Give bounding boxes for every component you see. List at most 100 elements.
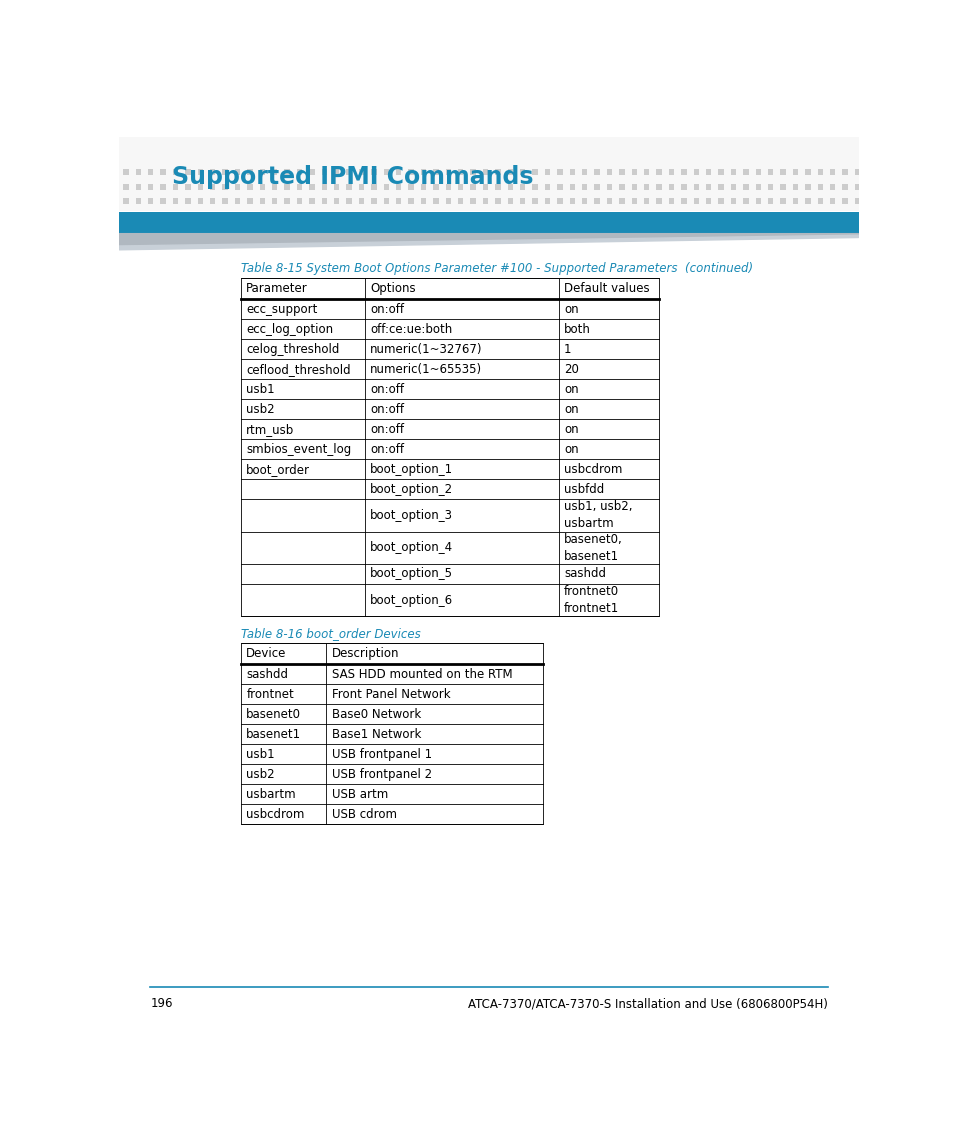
Text: boot_option_5: boot_option_5: [370, 568, 453, 581]
Bar: [557, 169, 562, 175]
Bar: [371, 183, 376, 190]
Text: smbios_event_log: smbios_event_log: [246, 443, 352, 456]
Text: USB frontpanel 1: USB frontpanel 1: [332, 748, 432, 760]
Bar: [408, 183, 414, 190]
Text: basenet1: basenet1: [246, 728, 301, 741]
Bar: [581, 169, 587, 175]
Bar: [532, 183, 537, 190]
Bar: [841, 183, 847, 190]
Bar: [241, 339, 659, 360]
Bar: [792, 198, 798, 205]
Bar: [119, 137, 858, 211]
Bar: [569, 198, 575, 205]
Bar: [606, 169, 612, 175]
Bar: [594, 183, 599, 190]
Text: usb1: usb1: [246, 748, 274, 760]
Bar: [656, 169, 661, 175]
Text: boot_order: boot_order: [246, 463, 310, 476]
Bar: [693, 183, 699, 190]
Bar: [135, 183, 141, 190]
Text: sashdd: sashdd: [246, 668, 288, 680]
Bar: [234, 183, 240, 190]
Text: 20: 20: [563, 363, 578, 376]
Bar: [241, 664, 542, 684]
Bar: [755, 169, 760, 175]
Bar: [123, 183, 129, 190]
Bar: [730, 198, 736, 205]
Bar: [693, 198, 699, 205]
Text: boot_option_3: boot_option_3: [370, 510, 453, 522]
Bar: [284, 183, 290, 190]
Bar: [272, 169, 277, 175]
Bar: [519, 198, 525, 205]
Bar: [420, 183, 426, 190]
Text: Supported IPMI Commands: Supported IPMI Commands: [172, 165, 533, 189]
Text: Base1 Network: Base1 Network: [332, 728, 420, 741]
Bar: [234, 169, 240, 175]
Bar: [445, 198, 451, 205]
Text: usbcdrom: usbcdrom: [563, 463, 621, 476]
Bar: [309, 198, 314, 205]
Text: both: both: [563, 323, 590, 335]
Text: basenet0: basenet0: [246, 708, 301, 720]
Bar: [730, 169, 736, 175]
Text: Options: Options: [370, 282, 416, 294]
Bar: [482, 169, 488, 175]
Bar: [532, 169, 537, 175]
Bar: [241, 724, 542, 744]
Bar: [135, 198, 141, 205]
Bar: [259, 169, 265, 175]
Text: usb1: usb1: [246, 382, 274, 396]
Text: on: on: [563, 443, 578, 456]
Bar: [817, 169, 822, 175]
Bar: [705, 198, 711, 205]
Bar: [854, 198, 860, 205]
Polygon shape: [119, 234, 858, 247]
Text: boot_option_1: boot_option_1: [370, 463, 453, 476]
Bar: [668, 169, 674, 175]
Bar: [160, 183, 166, 190]
Bar: [445, 183, 451, 190]
Bar: [433, 183, 438, 190]
Bar: [792, 169, 798, 175]
Bar: [241, 419, 659, 440]
Bar: [309, 169, 314, 175]
Bar: [241, 459, 659, 480]
Bar: [631, 198, 637, 205]
Bar: [309, 183, 314, 190]
Bar: [780, 169, 785, 175]
Bar: [656, 198, 661, 205]
Bar: [618, 183, 624, 190]
Bar: [482, 198, 488, 205]
Text: boot_option_2: boot_option_2: [370, 483, 453, 496]
Bar: [780, 198, 785, 205]
Bar: [544, 198, 550, 205]
Text: 1: 1: [563, 342, 571, 356]
Bar: [296, 198, 302, 205]
Bar: [241, 531, 659, 564]
Bar: [457, 169, 463, 175]
Text: USB frontpanel 2: USB frontpanel 2: [332, 767, 432, 781]
Text: on: on: [563, 423, 578, 436]
Text: frontnet: frontnet: [246, 688, 294, 701]
Bar: [804, 169, 810, 175]
Bar: [817, 183, 822, 190]
Bar: [656, 183, 661, 190]
Text: on:off: on:off: [370, 403, 404, 416]
Bar: [420, 169, 426, 175]
Text: on:off: on:off: [370, 302, 404, 316]
Bar: [383, 183, 389, 190]
Text: usb2: usb2: [246, 767, 274, 781]
Text: ceflood_threshold: ceflood_threshold: [246, 363, 351, 376]
Bar: [718, 183, 723, 190]
Bar: [334, 183, 339, 190]
Bar: [829, 169, 835, 175]
Text: usbcdrom: usbcdrom: [246, 807, 304, 821]
Text: numeric(1~65535): numeric(1~65535): [370, 363, 482, 376]
Bar: [544, 183, 550, 190]
Text: sashdd: sashdd: [563, 568, 605, 581]
Bar: [767, 198, 773, 205]
Bar: [247, 183, 253, 190]
Bar: [804, 198, 810, 205]
Bar: [346, 198, 352, 205]
